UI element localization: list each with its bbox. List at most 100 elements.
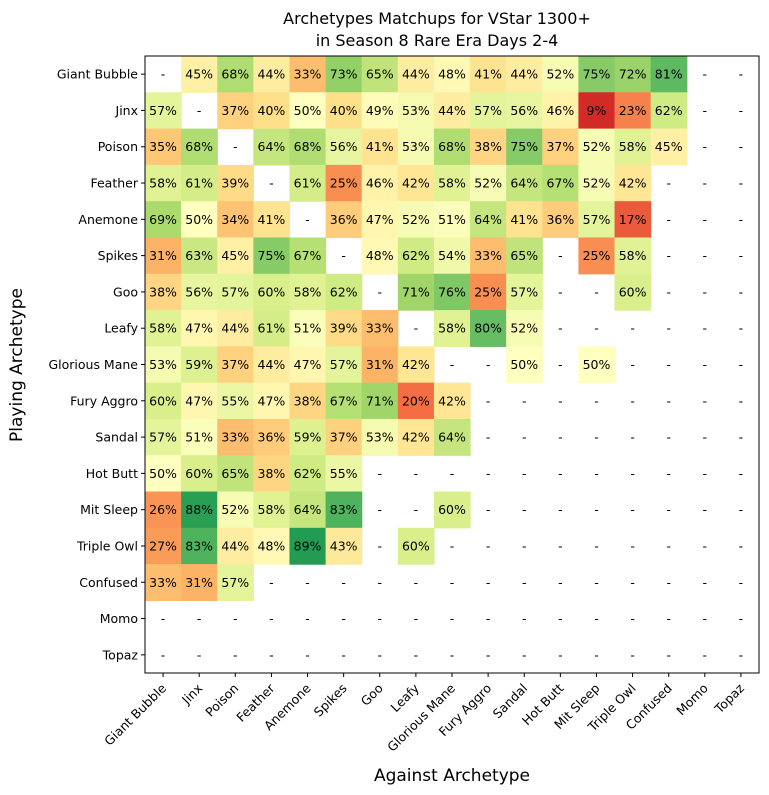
heatmap-cell xyxy=(325,418,363,456)
heatmap-cell-label: - xyxy=(630,430,635,445)
heatmap-cell-label: 52% xyxy=(221,502,249,517)
x-axis-label: Against Archetype xyxy=(374,766,530,786)
heatmap-cell-label: 37% xyxy=(330,430,358,445)
heatmap-cell-label: 31% xyxy=(366,357,394,372)
heatmap-cell-label: - xyxy=(341,647,346,662)
heatmap-cell-label: - xyxy=(233,611,238,626)
heatmap-cell-label: 47% xyxy=(185,393,213,408)
heatmap-cell-label: - xyxy=(630,502,635,517)
heatmap-cell-label: 38% xyxy=(294,393,322,408)
heatmap-cell-label: 57% xyxy=(221,284,249,299)
heatmap-cell-label: - xyxy=(558,611,563,626)
heatmap-cell xyxy=(578,92,616,130)
heatmap-cell xyxy=(253,237,291,275)
heatmap-cell xyxy=(289,455,327,493)
heatmap-cell xyxy=(506,164,543,202)
heatmap-cell-label: 58% xyxy=(149,321,177,336)
heatmap-cell-label: 33% xyxy=(366,321,394,336)
heatmap-cell-label: - xyxy=(486,430,491,445)
heatmap-cell-label: - xyxy=(341,575,346,590)
heatmap-cell xyxy=(361,128,399,166)
heatmap-cell-label: 47% xyxy=(366,212,394,227)
heatmap-cell-label: - xyxy=(630,321,635,336)
heatmap-cell xyxy=(289,382,327,420)
heatmap-cell-label: 58% xyxy=(294,284,322,299)
heatmap-cell xyxy=(181,527,218,565)
heatmap-cell-label: 88% xyxy=(185,502,213,517)
heatmap-cell-label: 41% xyxy=(474,67,502,82)
y-tick-label: Leafy xyxy=(104,321,138,336)
heatmap-cell-label: 47% xyxy=(185,321,213,336)
heatmap-cell xyxy=(253,92,291,130)
heatmap-cell-label: 64% xyxy=(474,212,502,227)
heatmap-cell-label: 57% xyxy=(474,103,502,118)
heatmap-cell xyxy=(289,527,327,565)
heatmap-cell xyxy=(181,201,218,239)
heatmap-cell xyxy=(325,128,363,166)
heatmap-cell xyxy=(361,164,399,202)
heatmap-cell-label: 59% xyxy=(185,357,213,372)
heatmap-cell-label: - xyxy=(666,212,671,227)
heatmap-cell-label: 42% xyxy=(438,393,466,408)
heatmap-cell-label: 52% xyxy=(583,139,611,154)
heatmap-cell xyxy=(325,491,363,529)
heatmap-cell-label: - xyxy=(703,430,708,445)
heatmap-cell-label: - xyxy=(666,284,671,299)
heatmap-cell-label: 35% xyxy=(149,139,177,154)
heatmap-cell xyxy=(397,128,435,166)
heatmap-cell xyxy=(145,164,182,202)
heatmap-cell-label: 25% xyxy=(474,284,502,299)
heatmap-cell xyxy=(181,56,218,93)
heatmap-cell-label: - xyxy=(558,248,563,263)
heatmap-cell xyxy=(253,491,291,529)
heatmap-cell-label: - xyxy=(558,647,563,662)
heatmap-cell-label: 71% xyxy=(402,284,430,299)
heatmap-cell-label: 57% xyxy=(221,575,249,590)
heatmap-cell xyxy=(506,310,543,347)
heatmap-cell-label: - xyxy=(666,611,671,626)
heatmap-cell-label: 25% xyxy=(583,248,611,263)
heatmap-cell-label: - xyxy=(594,466,599,481)
heatmap-cell-label: 33% xyxy=(221,430,249,445)
heatmap-cell-label: - xyxy=(558,538,563,553)
heatmap-cell-label: - xyxy=(703,139,708,154)
heatmap-cell xyxy=(433,128,471,166)
heatmap-cell-label: - xyxy=(197,611,202,626)
heatmap-cell-label: - xyxy=(739,321,744,336)
heatmap-cell xyxy=(145,273,182,311)
y-tick-label: Triple Owl xyxy=(76,538,138,553)
y-tick-label: Goo xyxy=(113,284,138,299)
y-tick-label: Confused xyxy=(79,575,138,590)
heatmap-cell-label: 56% xyxy=(185,284,213,299)
heatmap-cell-label: 45% xyxy=(221,248,249,263)
heatmap-cell-label: - xyxy=(558,502,563,517)
heatmap-cell-label: 64% xyxy=(510,176,538,191)
heatmap-cell-label: - xyxy=(630,611,635,626)
heatmap-cell-label: 49% xyxy=(366,103,394,118)
heatmap-cell-label: - xyxy=(558,575,563,590)
heatmap-cell xyxy=(542,164,580,202)
heatmap-cell xyxy=(361,382,399,420)
heatmap-cell xyxy=(145,527,182,565)
heatmap-cell-label: 33% xyxy=(474,248,502,263)
heatmap-cell-label: 39% xyxy=(330,321,358,336)
heatmap-cell xyxy=(506,273,543,311)
heatmap-cell-label: 75% xyxy=(510,139,538,154)
heatmap-cell-label: 41% xyxy=(366,139,394,154)
heatmap-cell-label: - xyxy=(558,321,563,336)
heatmap-cell-label: 41% xyxy=(510,212,538,227)
heatmap-cell-label: 45% xyxy=(185,67,213,82)
heatmap-cell-label: 34% xyxy=(221,212,249,227)
heatmap-cell xyxy=(253,382,291,420)
heatmap-cell-label: 20% xyxy=(402,393,430,408)
heatmap-cell-label: 73% xyxy=(330,67,358,82)
heatmap-cell-label: - xyxy=(161,67,166,82)
heatmap-cell-label: 56% xyxy=(510,103,538,118)
heatmap-cell xyxy=(145,237,182,275)
heatmap-cell-label: 42% xyxy=(402,430,430,445)
heatmap-cell-label: - xyxy=(666,647,671,662)
heatmap-cell xyxy=(145,201,182,239)
heatmap-cell xyxy=(217,273,254,311)
heatmap-cell-label: 52% xyxy=(546,67,574,82)
